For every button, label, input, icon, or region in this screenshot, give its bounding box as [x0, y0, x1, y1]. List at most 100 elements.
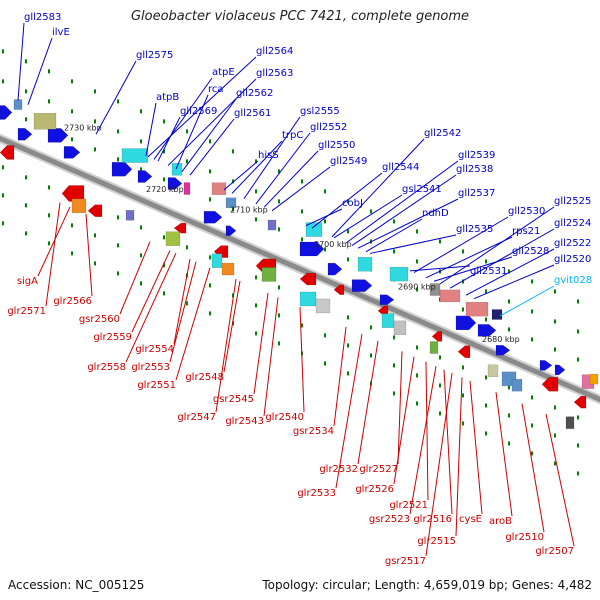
forward-gene-label[interactable]: gll2524	[554, 218, 591, 229]
reverse-gene-label[interactable]: gsr2545	[213, 394, 254, 405]
forward-gene-label[interactable]: gll2535	[456, 224, 493, 235]
forward-gene-label[interactable]: atpB	[156, 92, 179, 103]
forward-gene-label-leader	[157, 116, 181, 162]
annotation-box	[71, 198, 87, 214]
reverse-gene-label[interactable]: glr2548	[185, 372, 224, 383]
forward-gene-label[interactable]: gll2539	[458, 150, 495, 161]
track-tick	[462, 307, 464, 312]
forward-gene-label[interactable]: hisS	[258, 150, 279, 161]
forward-gene	[137, 170, 153, 183]
forward-gene-label[interactable]: gll2520	[554, 254, 591, 265]
forward-gene-label[interactable]: gll2538	[456, 164, 493, 175]
reverse-gene-label-leader	[263, 297, 279, 417]
forward-gene-label[interactable]: gsl2555	[300, 106, 340, 117]
forward-gene	[455, 315, 477, 331]
reverse-gene-label[interactable]: glr2551	[137, 380, 176, 391]
annotation-box	[261, 267, 277, 282]
forward-gene-label-leader	[147, 56, 257, 158]
reverse-gene-label[interactable]: glr2566	[53, 296, 92, 307]
forward-gene-label[interactable]: gll2575	[136, 50, 173, 61]
forward-gene-label[interactable]: gll2525	[554, 196, 591, 207]
annotation-box	[121, 148, 149, 163]
track-tick	[462, 421, 464, 426]
track-tick	[140, 167, 142, 172]
reverse-gene-label[interactable]: glr2521	[389, 500, 428, 511]
reverse-gene-label[interactable]: gsr2517	[385, 556, 426, 567]
forward-gene-label-leader	[27, 37, 53, 105]
forward-gene-label[interactable]: gll2562	[236, 88, 273, 99]
reverse-gene	[457, 345, 471, 358]
forward-gene	[17, 128, 33, 141]
forward-gene-label[interactable]: gll2550	[318, 140, 355, 151]
reverse-gene-label[interactable]: glr2547	[177, 412, 216, 423]
forward-gene-label[interactable]: gll2528	[512, 246, 549, 257]
forward-gene-label-leader	[311, 172, 383, 229]
reverse-gene-label[interactable]: glr2516	[413, 514, 452, 525]
forward-gene-label[interactable]: gll2522	[554, 238, 591, 249]
track-tick	[117, 271, 119, 276]
reverse-gene-label[interactable]: aroB	[489, 516, 512, 527]
reverse-gene-label[interactable]: cysE	[459, 514, 482, 525]
reverse-gene-label[interactable]: glr2515	[417, 536, 456, 547]
track-tick	[48, 99, 50, 104]
forward-gene	[167, 177, 183, 190]
reverse-gene-label[interactable]: glr2553	[131, 362, 170, 373]
forward-gene-label[interactable]: gll2531	[470, 266, 507, 277]
reverse-gene-label-leader	[223, 280, 241, 373]
forward-gene-label[interactable]: gll2549	[330, 156, 367, 167]
reverse-gene-label[interactable]: glr2558	[87, 362, 126, 373]
reverse-gene-label[interactable]: gsr2523	[369, 514, 410, 525]
reverse-gene-label-leader	[335, 333, 363, 489]
forward-gene-label-leader	[357, 198, 459, 249]
reverse-gene-label[interactable]: glr2533	[297, 488, 336, 499]
track-tick	[48, 213, 50, 218]
forward-gene-label[interactable]: ndhD	[422, 208, 449, 219]
track-tick	[186, 245, 188, 250]
reverse-gene-label[interactable]: glr2526	[355, 484, 394, 495]
forward-gene-label[interactable]: gll2542	[424, 128, 461, 139]
forward-gene-label[interactable]: gll2564	[256, 46, 293, 57]
reverse-gene-label[interactable]: glr2559	[93, 332, 132, 343]
reverse-gene	[541, 377, 559, 392]
forward-gene-label[interactable]: gll2561	[234, 108, 271, 119]
forward-gene-label[interactable]: gll2563	[256, 68, 293, 79]
track-tick	[71, 109, 73, 114]
reverse-gene-label-leader	[299, 306, 305, 413]
forward-gene-label[interactable]: trpC	[282, 130, 303, 141]
forward-gene-label[interactable]: rps21	[512, 226, 540, 237]
reverse-gene-label[interactable]: glr2554	[135, 344, 174, 355]
track-tick	[531, 337, 533, 342]
track-tick	[347, 229, 349, 234]
forward-gene-label[interactable]: gll2552	[310, 122, 347, 133]
track-tick	[324, 189, 326, 194]
forward-gene	[379, 294, 395, 306]
forward-gene-label[interactable]: gll2537	[458, 188, 495, 199]
forward-gene-label[interactable]: rca	[208, 84, 224, 95]
reverse-gene-label[interactable]: sigA	[17, 276, 38, 287]
track-tick	[531, 279, 533, 284]
forward-gene-label-leader	[409, 265, 471, 272]
track-tick	[416, 345, 418, 350]
forward-gene-label[interactable]: cobJ	[342, 198, 363, 209]
reverse-gene-label[interactable]: gsr2534	[293, 426, 334, 437]
rna-gene-label[interactable]: gvit028	[554, 275, 592, 286]
forward-gene-label-leader	[181, 98, 237, 172]
forward-gene-label[interactable]: gll2569	[180, 106, 217, 117]
reverse-gene-label[interactable]: glr2571	[7, 306, 46, 317]
forward-gene-label[interactable]: gll2583	[24, 12, 61, 23]
reverse-gene-label[interactable]: glr2540	[265, 412, 304, 423]
forward-gene-label[interactable]: gsl2541	[402, 184, 442, 195]
forward-gene-label-leader	[255, 132, 311, 205]
reverse-gene-label[interactable]: glr2510	[505, 532, 544, 543]
reverse-gene-label[interactable]: gsr2560	[79, 314, 120, 325]
reverse-gene-label-leader	[397, 351, 403, 465]
forward-gene-label[interactable]: gll2530	[508, 206, 545, 217]
reverse-gene-label[interactable]: glr2527	[359, 464, 398, 475]
forward-gene-label[interactable]: ilvE	[52, 27, 70, 38]
track-tick	[209, 283, 211, 288]
track-tick	[25, 231, 27, 236]
reverse-gene-label[interactable]: glr2507	[535, 546, 574, 557]
reverse-gene-label[interactable]: glr2543	[225, 416, 264, 427]
forward-gene-label[interactable]: gll2544	[382, 162, 419, 173]
forward-gene-label[interactable]: atpE	[212, 67, 235, 78]
